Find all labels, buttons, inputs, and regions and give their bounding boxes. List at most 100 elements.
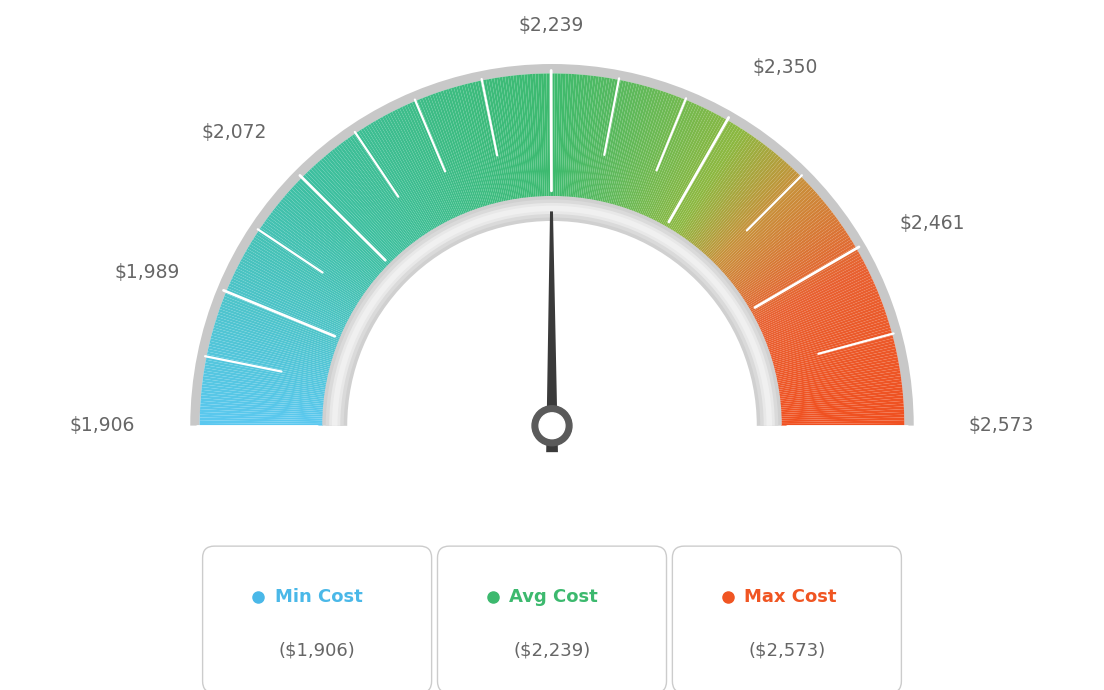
Wedge shape: [268, 214, 369, 290]
Wedge shape: [257, 230, 362, 300]
Wedge shape: [284, 195, 379, 277]
Wedge shape: [781, 423, 904, 426]
Text: $2,239: $2,239: [519, 17, 584, 35]
Wedge shape: [319, 159, 402, 254]
Wedge shape: [656, 112, 714, 222]
Wedge shape: [775, 346, 895, 376]
Wedge shape: [577, 75, 594, 198]
Wedge shape: [378, 118, 440, 227]
Wedge shape: [762, 286, 877, 337]
Wedge shape: [206, 357, 328, 383]
Wedge shape: [711, 172, 799, 262]
Wedge shape: [583, 77, 602, 199]
Wedge shape: [456, 86, 491, 206]
Wedge shape: [279, 201, 375, 281]
Wedge shape: [452, 88, 488, 206]
Wedge shape: [264, 221, 365, 294]
Wedge shape: [772, 325, 890, 362]
Text: $1,989: $1,989: [115, 263, 180, 282]
Wedge shape: [777, 362, 899, 386]
Wedge shape: [764, 293, 880, 342]
Wedge shape: [750, 249, 858, 313]
Wedge shape: [459, 85, 493, 205]
Wedge shape: [202, 379, 325, 397]
Wedge shape: [200, 423, 323, 426]
Wedge shape: [564, 74, 574, 197]
Wedge shape: [751, 251, 859, 314]
FancyBboxPatch shape: [437, 546, 667, 690]
Wedge shape: [288, 190, 381, 275]
Wedge shape: [666, 119, 729, 228]
Wedge shape: [760, 276, 872, 330]
Wedge shape: [255, 235, 360, 303]
Wedge shape: [554, 73, 558, 197]
FancyBboxPatch shape: [672, 546, 901, 690]
Wedge shape: [400, 107, 455, 219]
Wedge shape: [723, 190, 816, 275]
Wedge shape: [575, 75, 591, 198]
Wedge shape: [513, 75, 529, 198]
Wedge shape: [728, 199, 824, 279]
Wedge shape: [673, 127, 741, 233]
Wedge shape: [716, 181, 807, 268]
Wedge shape: [641, 101, 692, 215]
Wedge shape: [435, 92, 478, 210]
Wedge shape: [708, 167, 793, 259]
Text: $2,573: $2,573: [969, 416, 1034, 435]
Wedge shape: [267, 217, 368, 291]
Wedge shape: [219, 309, 336, 352]
Wedge shape: [776, 352, 898, 380]
Wedge shape: [781, 398, 903, 410]
Wedge shape: [781, 417, 904, 422]
Wedge shape: [338, 144, 414, 244]
Wedge shape: [204, 365, 327, 388]
Wedge shape: [427, 95, 473, 212]
Wedge shape: [752, 254, 861, 315]
Wedge shape: [352, 135, 423, 237]
Wedge shape: [230, 281, 343, 333]
Wedge shape: [248, 244, 355, 309]
Wedge shape: [756, 266, 867, 324]
Wedge shape: [344, 139, 418, 240]
Wedge shape: [200, 406, 323, 415]
Wedge shape: [331, 149, 411, 247]
Wedge shape: [736, 217, 837, 291]
Wedge shape: [280, 199, 376, 279]
Wedge shape: [510, 75, 527, 198]
Wedge shape: [662, 117, 724, 226]
Wedge shape: [210, 341, 330, 373]
Wedge shape: [768, 309, 885, 352]
Wedge shape: [744, 235, 849, 303]
Wedge shape: [201, 390, 325, 404]
Wedge shape: [616, 88, 652, 206]
Wedge shape: [749, 244, 856, 309]
Wedge shape: [475, 81, 503, 202]
Wedge shape: [779, 390, 903, 404]
Text: $1,906: $1,906: [70, 416, 135, 435]
Wedge shape: [538, 74, 544, 197]
Wedge shape: [635, 97, 681, 213]
Wedge shape: [670, 124, 736, 230]
Wedge shape: [563, 74, 572, 197]
Wedge shape: [718, 183, 809, 269]
Wedge shape: [486, 79, 511, 201]
Wedge shape: [614, 87, 650, 206]
Wedge shape: [497, 77, 518, 199]
Wedge shape: [675, 128, 743, 233]
Wedge shape: [205, 359, 327, 384]
Wedge shape: [234, 270, 347, 326]
Wedge shape: [361, 128, 429, 233]
Wedge shape: [217, 312, 336, 353]
Wedge shape: [200, 409, 323, 417]
Wedge shape: [535, 74, 543, 197]
Text: $2,072: $2,072: [201, 124, 266, 142]
Wedge shape: [773, 330, 892, 365]
Wedge shape: [247, 246, 354, 310]
Wedge shape: [636, 98, 684, 213]
Wedge shape: [227, 286, 342, 337]
Wedge shape: [658, 113, 716, 224]
Wedge shape: [382, 116, 443, 225]
Wedge shape: [363, 127, 431, 233]
Wedge shape: [205, 362, 327, 386]
Wedge shape: [392, 110, 449, 221]
